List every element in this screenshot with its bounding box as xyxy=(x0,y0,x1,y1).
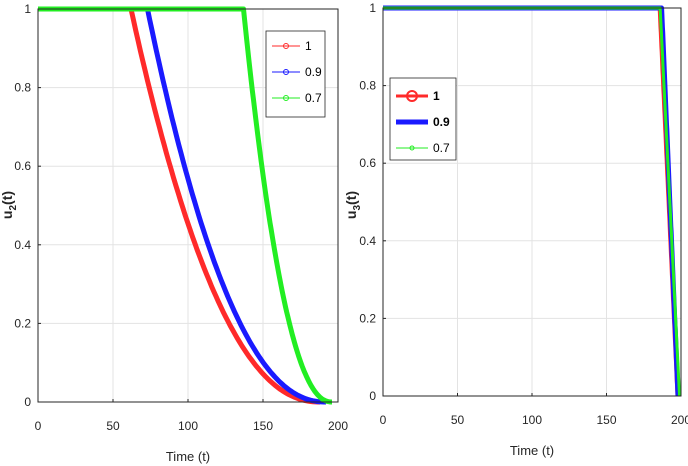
x-tick-label: 150 xyxy=(596,413,616,427)
x-tick-label: 150 xyxy=(253,419,273,433)
x-tick-label: 0 xyxy=(380,413,387,427)
series-line-0.9 xyxy=(38,6,327,405)
x-tick-label: 50 xyxy=(451,413,465,427)
series-line-1 xyxy=(38,6,321,405)
legend-label-u3-0.7: 0.7 xyxy=(433,141,450,155)
y-tick-label: 1 xyxy=(369,1,376,15)
ticks-u2: 0 50 100 150 200 0 0.2 0.4 0.6 0.8 1 xyxy=(14,2,348,433)
legend-u2: 1 0.9 0.7 xyxy=(265,30,326,118)
series-group-u2 xyxy=(38,6,334,405)
y-tick-label: 0.2 xyxy=(359,311,376,325)
y-tick-label: 0.4 xyxy=(14,238,31,252)
x-tick-label: 200 xyxy=(671,413,688,427)
y-tick-label: 0.6 xyxy=(14,159,31,173)
series-line-0.7 xyxy=(38,6,334,405)
y-tick-label: 1 xyxy=(24,2,31,16)
chart-u3: 0 50 100 150 200 0 0.2 0.4 0.6 0.8 1 Time (t) u3(t… xyxy=(343,1,688,458)
legend-label-u2-0.9: 0.9 xyxy=(305,65,322,79)
x-tick-label: 100 xyxy=(522,413,542,427)
x-tick-label: 200 xyxy=(328,419,348,433)
y-tick-label: 0.8 xyxy=(14,81,31,95)
y-tick-label: 0 xyxy=(369,389,376,403)
series-group-u3 xyxy=(383,5,681,397)
legend-label-u3-0.9: 0.9 xyxy=(433,115,450,129)
series-line-0.7 xyxy=(383,6,681,397)
x-axis-label-u3: Time (t) xyxy=(510,443,554,458)
legend-u3: 1 0.9 0.7 xyxy=(389,77,457,161)
y-tick-label: 0 xyxy=(24,395,31,409)
y-tick-label: 0.8 xyxy=(359,79,376,93)
chart-u2: 0 50 100 150 200 0 0.2 0.4 0.6 0.8 1 Time (t) u2(t… xyxy=(0,2,348,464)
legend-label-u3-1: 1 xyxy=(433,89,440,103)
legend-label-u2-0.7: 0.7 xyxy=(305,91,322,105)
x-tick-label: 100 xyxy=(178,419,198,433)
y-tick-label: 0.4 xyxy=(359,234,376,248)
x-tick-label: 0 xyxy=(35,419,42,433)
ticks-u3: 0 50 100 150 200 0 0.2 0.4 0.6 0.8 1 xyxy=(359,1,688,427)
x-axis-label-u2: Time (t) xyxy=(166,449,210,464)
y-tick-label: 0.2 xyxy=(14,316,31,330)
y-axis-label-u2: u2(t) xyxy=(0,191,19,219)
y-tick-label: 0.6 xyxy=(359,156,376,170)
y-axis-label-u3: u3(t) xyxy=(343,191,363,219)
x-tick-label: 50 xyxy=(106,419,120,433)
legend-label-u2-1: 1 xyxy=(305,39,312,53)
